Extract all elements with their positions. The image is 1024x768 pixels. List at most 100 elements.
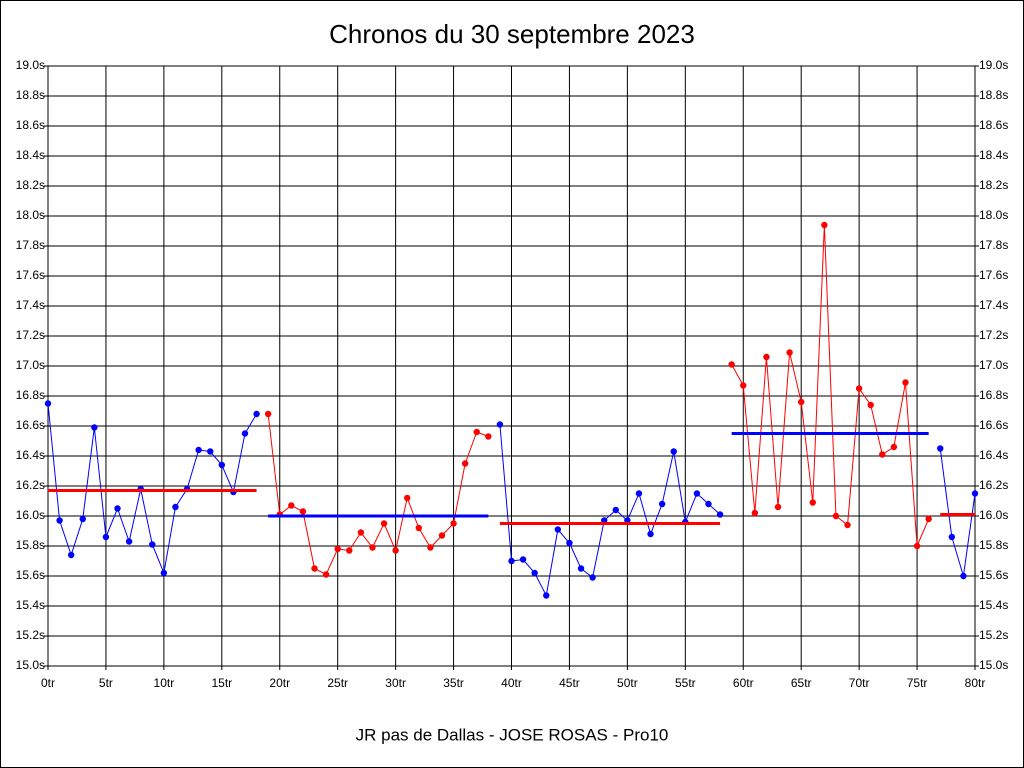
data-point (172, 503, 179, 511)
y2-tick-label: 19.0s (979, 58, 1008, 72)
data-point (612, 506, 619, 514)
data-point (902, 379, 909, 386)
data-point (890, 443, 898, 451)
data-point (566, 539, 573, 547)
y2-tick-label: 16.0s (979, 508, 1008, 522)
y2-tick-label: 15.4s (979, 598, 1008, 612)
data-point (751, 509, 759, 517)
series-line (731, 224, 930, 547)
y2-tick-label: 15.8s (979, 538, 1008, 552)
x-tick-label: 35tr (443, 676, 464, 690)
data-point (658, 500, 666, 508)
data-point (322, 571, 330, 578)
data-point (531, 569, 538, 577)
chart-title: Chronos du 30 septembre 2023 (329, 19, 695, 49)
data-point (44, 400, 52, 407)
y-tick-label: 16.2s (16, 478, 45, 492)
data-point (415, 524, 422, 532)
data-point (125, 538, 133, 545)
data-point (79, 515, 86, 523)
data-point (705, 500, 712, 508)
y2-tick-label: 15.2s (979, 628, 1008, 642)
y-tick-label: 15.4s (16, 598, 45, 612)
x-axis-title: JR pas de Dallas - JOSE ROSAS - Pro10 (356, 725, 669, 744)
y-tick-label: 17.6s (16, 268, 45, 282)
data-point (774, 503, 782, 511)
x-tick-label: 20tr (269, 676, 290, 690)
data-point (114, 505, 121, 512)
data-point (879, 451, 886, 458)
y-tick-label: 17.4s (16, 298, 45, 312)
x-tick-label: 25tr (327, 676, 348, 690)
data-point (241, 430, 249, 437)
y2-tick-label: 16.4s (979, 448, 1008, 462)
x-tick-label: 65tr (791, 676, 812, 690)
data-point (160, 569, 168, 577)
x-tick-label: 10tr (154, 676, 175, 690)
data-point (207, 448, 214, 455)
data-point (554, 526, 562, 533)
data-point (844, 521, 851, 529)
y-tick-label: 18.8s (16, 88, 45, 102)
y-tick-label: 18.2s (16, 178, 45, 192)
data-point (577, 565, 585, 572)
x-tick-label: 15tr (211, 676, 232, 690)
y2-tick-label: 17.2s (979, 328, 1008, 342)
y-tick-label: 17.0s (16, 358, 45, 372)
data-point (948, 533, 956, 541)
y-tick-label: 16.6s (16, 418, 45, 432)
series-line (939, 448, 976, 577)
y2-tick-label: 18.0s (979, 208, 1008, 222)
data-point (786, 349, 793, 356)
x-tick-label: 45tr (559, 676, 580, 690)
y-tick-label: 18.4s (16, 148, 45, 162)
data-point (728, 361, 735, 368)
data-point (716, 511, 724, 518)
x-tick-label: 80tr (965, 676, 986, 690)
data-point (195, 446, 202, 454)
data-point (832, 512, 840, 520)
y-tick-label: 17.8s (16, 238, 45, 252)
data-point (380, 520, 388, 527)
y-tick-label: 16.8s (16, 388, 45, 402)
data-point (438, 532, 446, 539)
x-tick-label: 0tr (41, 676, 55, 690)
y2-tick-label: 17.8s (979, 238, 1008, 252)
data-point (543, 592, 550, 599)
data-point (937, 445, 944, 452)
y-tick-label: 15.8s (16, 538, 45, 552)
data-point (392, 547, 399, 554)
data-point (427, 544, 434, 551)
data-point (369, 544, 376, 551)
data-point (334, 545, 341, 553)
y2-tick-label: 16.8s (979, 388, 1008, 402)
y2-tick-label: 17.4s (979, 298, 1008, 312)
data-point (670, 448, 677, 455)
x-tick-label: 50tr (617, 676, 638, 690)
data-point (508, 557, 515, 565)
x-tick-label: 55tr (675, 676, 696, 690)
data-point (821, 221, 828, 229)
y-tick-label: 15.6s (16, 568, 45, 582)
x-tick-label: 75tr (907, 676, 928, 690)
y-tick-label: 15.2s (16, 628, 45, 642)
data-point (253, 410, 260, 418)
data-point (102, 533, 110, 541)
data-point (925, 515, 932, 523)
y-tick-label: 15.0s (16, 658, 45, 672)
y-tick-label: 18.0s (16, 208, 45, 222)
y2-tick-label: 17.6s (979, 268, 1008, 282)
data-point (647, 530, 654, 538)
data-point (264, 410, 272, 418)
y2-tick-label: 16.6s (979, 418, 1008, 432)
data-point (809, 499, 816, 506)
data-point (740, 382, 747, 389)
data-point (867, 401, 874, 409)
data-point (450, 520, 457, 527)
data-point (763, 353, 770, 361)
data-point (346, 547, 353, 554)
y-tick-label: 16.4s (16, 448, 45, 462)
data-point (971, 490, 979, 497)
data-point (149, 541, 156, 548)
